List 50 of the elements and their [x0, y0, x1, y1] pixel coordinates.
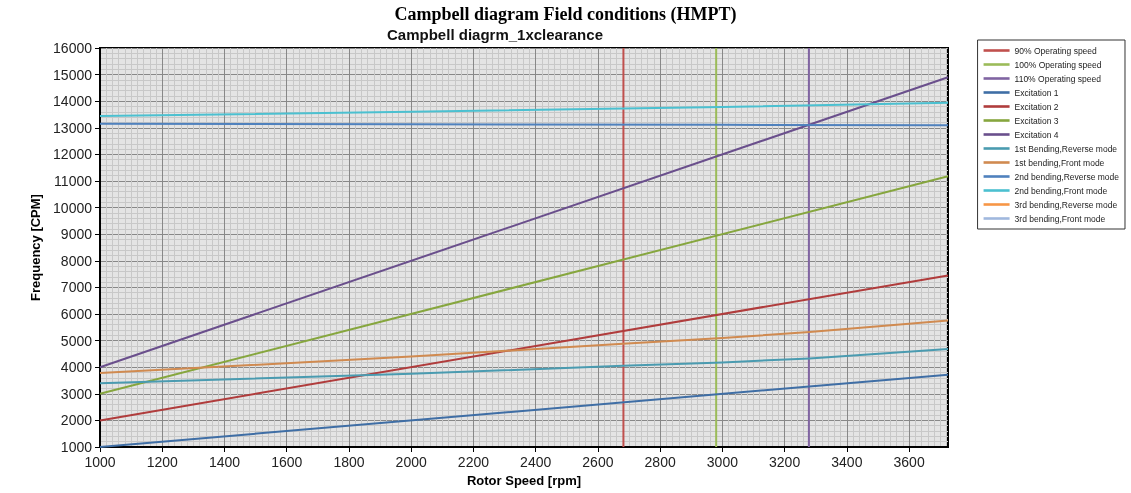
legend-label: 3rd bending,Reverse mode [1014, 199, 1118, 210]
x-tick-label: 1600 [271, 454, 303, 470]
x-tick-label: 1200 [146, 454, 179, 470]
x-tick-label: 3000 [706, 454, 739, 470]
legend-label: Excitation 1 [1014, 87, 1059, 98]
legend-label: 90% Operating speed [1014, 45, 1098, 56]
y-tick-label: 10000 [53, 199, 93, 216]
line-series [99, 319, 949, 375]
legend-label: 110% Operating speed [1014, 73, 1102, 84]
y-tick-label: 12000 [53, 146, 93, 163]
x-tick-label: 1000 [84, 454, 116, 470]
x-axis-title: Rotor Speed [rpm] [466, 472, 582, 488]
chart-subtitle: Campbell diagrm_1xclearance [387, 26, 603, 43]
x-tick-label: 3400 [831, 454, 863, 470]
y-tick-label: 2000 [60, 412, 93, 429]
x-tick-label: 2600 [582, 454, 614, 470]
legend-label: 1st bending,Front mode [1014, 157, 1105, 168]
legend-label: 2nd bending,Reverse mode [1014, 171, 1120, 182]
y-tick-label: 1000 [60, 439, 93, 455]
x-tick-label: 2200 [457, 454, 490, 470]
x-tick-label: 1800 [333, 454, 365, 470]
y-tick-label: 8000 [60, 252, 93, 269]
chart-title: Campbell diagram Field conditions (HMPT) [394, 4, 737, 25]
y-tick-label: 4000 [60, 359, 93, 376]
line-series [99, 101, 949, 118]
x-tick-label: 3200 [769, 454, 801, 470]
y-tick-label: 14000 [53, 93, 93, 110]
legend-label: Excitation 3 [1014, 115, 1059, 126]
x-tick-label: 2800 [644, 454, 676, 470]
legend-label: 3rd bending,Front mode [1014, 213, 1106, 224]
y-tick-label: 11000 [54, 173, 93, 189]
legend-label: 1st Bending,Reverse mode [1014, 143, 1118, 154]
y-tick-label: 9000 [60, 226, 93, 243]
y-tick-label: 13000 [53, 119, 93, 136]
y-tick-label: 5000 [60, 332, 93, 349]
x-tick-label: 2400 [520, 454, 552, 470]
y-tick-label: 15000 [53, 66, 93, 83]
x-tick-label: 2000 [395, 454, 427, 470]
x-tick-label: 3600 [893, 454, 925, 470]
y-axis-title: Frequency [CPM] [28, 194, 44, 301]
line-series [99, 348, 949, 385]
y-tick-label: 7000 [60, 279, 93, 296]
legend-label: 100% Operating speed [1014, 59, 1102, 70]
y-tick-label: 6000 [60, 306, 93, 322]
legend-label: 2nd bending,Front mode [1014, 185, 1108, 196]
y-tick-label: 3000 [60, 385, 93, 402]
y-tick-label: 16000 [53, 40, 93, 56]
x-tick-label: 1400 [208, 454, 241, 470]
legend-label: Excitation 4 [1014, 129, 1059, 140]
legend-label: Excitation 2 [1014, 101, 1059, 112]
